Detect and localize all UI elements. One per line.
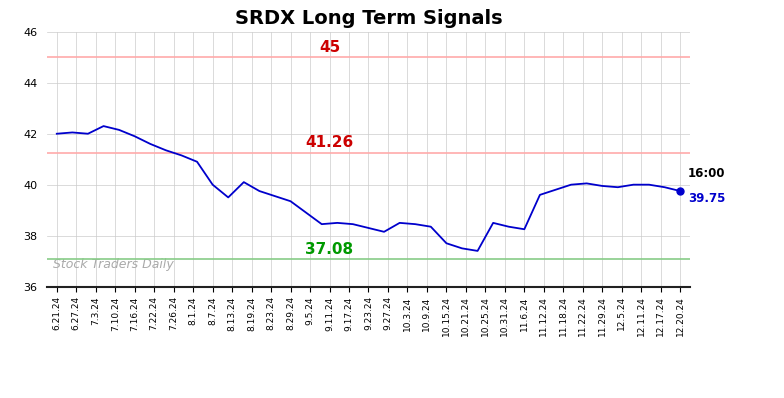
Text: 16:00: 16:00 <box>688 167 725 179</box>
Text: 45: 45 <box>319 40 340 55</box>
Text: 41.26: 41.26 <box>306 135 354 150</box>
Text: Stock Traders Daily: Stock Traders Daily <box>53 258 174 271</box>
Text: 39.75: 39.75 <box>688 192 725 205</box>
Point <box>674 188 687 194</box>
Text: 37.08: 37.08 <box>306 242 354 256</box>
Title: SRDX Long Term Signals: SRDX Long Term Signals <box>234 8 503 27</box>
